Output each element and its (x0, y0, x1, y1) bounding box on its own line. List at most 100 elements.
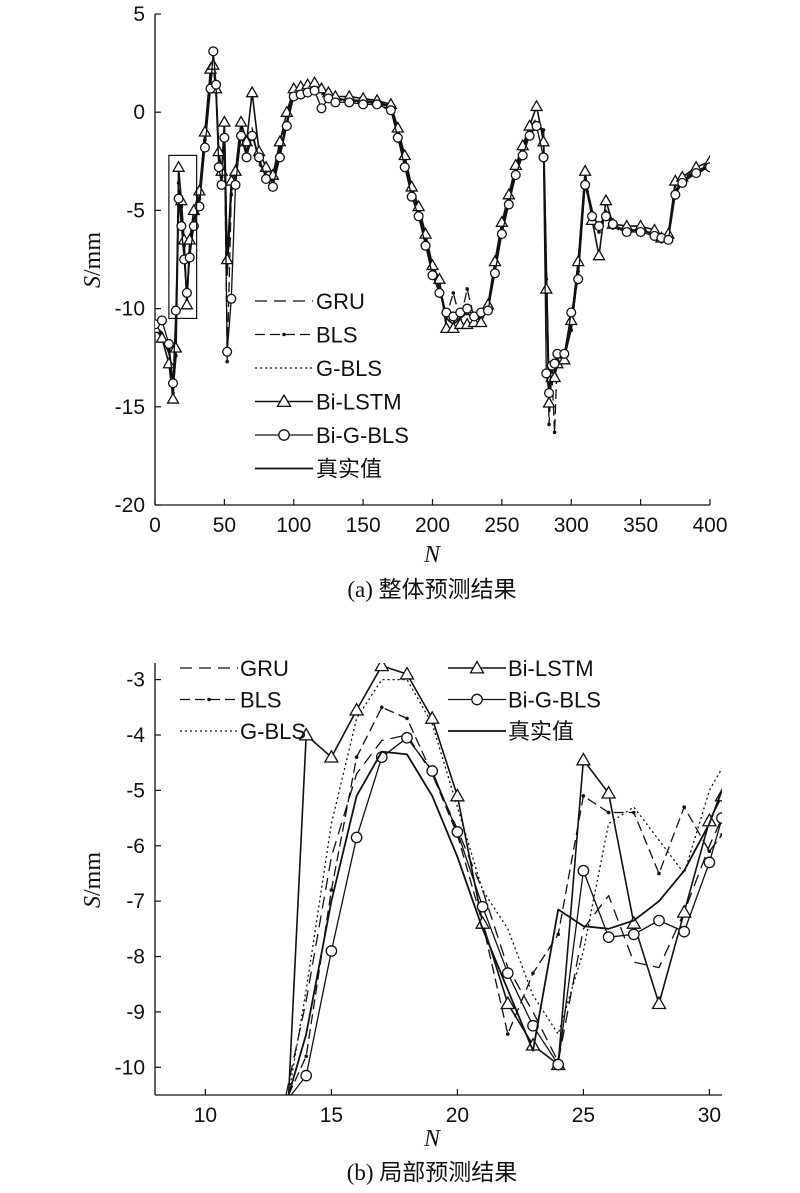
y-tick-label: -5 (126, 199, 145, 222)
data-point-bilstm (539, 282, 553, 294)
data-point-bigbls (399, 162, 410, 173)
data-point-bigbls (549, 358, 560, 369)
legend-label-bls: BLS (316, 323, 358, 348)
legend-label-true: 真实值 (508, 719, 574, 744)
x-tick-label: 25 (572, 1104, 595, 1127)
data-point-bilstm (298, 727, 314, 741)
data-point-bilstm (162, 356, 176, 369)
data-point-bigbls (510, 169, 521, 181)
data-point-bigbls (230, 179, 241, 190)
legend-marker-bls (282, 332, 286, 337)
data-point-bigbls (371, 99, 383, 110)
data-point-bigbls (678, 925, 691, 938)
panel-b-series (285, 663, 722, 1095)
series-line-true (287, 750, 722, 1095)
y-tick-label: -5 (126, 779, 145, 802)
data-point-bigbls (325, 945, 338, 957)
data-point-bigbls (427, 270, 438, 281)
data-point-bilstm (155, 331, 169, 343)
panel-a-series (155, 46, 710, 435)
data-point-bigbls (635, 226, 646, 238)
data-point-bigbls (208, 46, 219, 57)
x-tick-label: 400 (692, 514, 727, 537)
data-point-bls (405, 716, 409, 721)
data-point-bigbls (434, 287, 445, 298)
data-point-bls (380, 705, 384, 710)
data-point-bigbls (167, 378, 179, 389)
data-point-bigbls (524, 130, 535, 141)
data-point-bilstm (599, 193, 613, 206)
data-point-bls (556, 932, 560, 937)
x-tick-label: 350 (623, 514, 658, 537)
data-point-bigbls (716, 812, 722, 824)
data-point-bilstm (307, 75, 322, 88)
data-point-bigbls (267, 181, 278, 192)
data-point-bigbls (426, 765, 439, 777)
series-line-gbls (287, 678, 722, 1095)
data-point-bigbls (350, 831, 363, 844)
data-point-bigbls (559, 348, 570, 359)
panel-a-axes: 0 50 100 150 200 250 300 350 400 -20 -15 -10 -5 0 5 (115, 3, 728, 537)
data-point-bls (657, 871, 661, 876)
data-point-bigbls (482, 305, 494, 316)
y-tick-label: -3 (126, 669, 145, 692)
panel-a-y-axis-title: S/mm (80, 232, 106, 288)
y-tick-label: -7 (126, 890, 145, 913)
y-tick-label: 5 (133, 3, 145, 26)
y-tick-label: -10 (115, 298, 145, 321)
data-point-bigbls (247, 130, 258, 141)
data-point-bilstm (220, 252, 234, 265)
y-tick-label: -15 (115, 396, 145, 419)
data-point-bigbls (309, 85, 320, 96)
legend-marker-bigbls (278, 429, 290, 441)
data-point-bilstm (239, 134, 254, 147)
data-point-bigbls (222, 346, 233, 357)
data-point-bls (597, 230, 601, 234)
data-point-bigbls (543, 388, 555, 399)
data-point-bigbls (451, 826, 464, 838)
data-point-bigbls (358, 99, 369, 110)
data-point-bigbls (476, 900, 489, 913)
legend-label-gru: GRU (240, 656, 289, 681)
data-point-bilstm (323, 749, 340, 763)
data-point-bigbls (163, 338, 174, 350)
data-point-bilstm (171, 160, 186, 172)
data-point-bigbls (607, 219, 618, 230)
data-point-bigbls (691, 168, 702, 179)
x-tick-label: 0 (149, 514, 161, 537)
x-tick-label: 100 (276, 514, 311, 537)
x-tick-label: 200 (415, 514, 450, 537)
data-point-bls (682, 805, 686, 809)
data-point-bilstm (234, 115, 248, 127)
y-tick-label: 0 (133, 101, 145, 124)
data-point-bigbls (677, 177, 688, 188)
data-point-bigbls (281, 120, 292, 131)
legend-label-gbls: G-BLS (240, 719, 306, 744)
data-point-bigbls (330, 97, 341, 108)
series-line-bls (288, 706, 722, 1095)
data-point-bigbls (503, 199, 514, 210)
data-point-bilstm (578, 164, 592, 176)
panel-b-caption: (b) 局部预测结果 (347, 1160, 518, 1185)
data-point-bls (606, 810, 611, 815)
data-point-bilstm (474, 315, 488, 328)
data-point-bigbls (211, 79, 222, 90)
x-tick-label: 50 (213, 514, 236, 537)
data-point-bilstm (399, 666, 415, 680)
data-point-bls (451, 291, 456, 295)
x-tick-label: 150 (346, 514, 381, 537)
data-point-bls (465, 287, 469, 291)
series-line-gru (285, 734, 722, 1095)
legend-label-gru: GRU (316, 289, 365, 314)
data-point-bigbls (413, 211, 424, 222)
data-point-bigbls (406, 191, 417, 202)
data-point-bilstm (488, 254, 502, 267)
data-point-bls (547, 422, 551, 427)
data-point-bls (531, 971, 535, 975)
data-point-bilstm (651, 995, 667, 1010)
x-tick-label: 30 (698, 1104, 721, 1127)
data-point-bls (632, 810, 636, 815)
panel-a-zoom-box (168, 154, 198, 320)
data-point-bls (506, 1032, 510, 1036)
